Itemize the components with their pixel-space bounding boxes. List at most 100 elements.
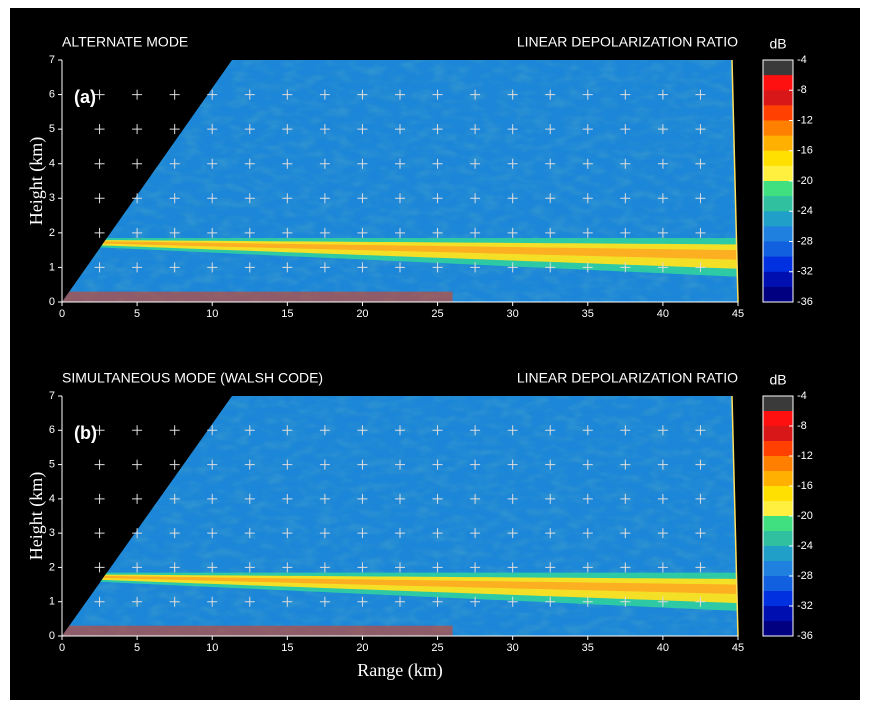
colorbar-tick-label: -28 bbox=[797, 235, 813, 247]
grid-cross bbox=[94, 528, 105, 539]
grid-cross bbox=[695, 89, 706, 100]
grid-cross bbox=[357, 227, 368, 238]
grid-cross bbox=[207, 227, 218, 238]
x-tick-label: 5 bbox=[134, 642, 140, 654]
grid-cross bbox=[319, 227, 330, 238]
grid-cross bbox=[94, 158, 105, 169]
grid-cross bbox=[395, 124, 405, 135]
grid-cross bbox=[282, 89, 293, 100]
grid-cross bbox=[695, 493, 706, 504]
grid-cross bbox=[432, 562, 443, 573]
grid-cross bbox=[319, 158, 330, 169]
colorbar-swatch bbox=[763, 90, 793, 106]
colorbar-swatch bbox=[763, 576, 793, 592]
grid-cross bbox=[432, 158, 443, 169]
grid-cross bbox=[207, 493, 218, 504]
colorbar-swatch bbox=[763, 181, 793, 197]
colorbar-swatch bbox=[763, 606, 793, 622]
grid-cross bbox=[94, 227, 105, 238]
grid-cross bbox=[395, 459, 405, 470]
grid-cross bbox=[695, 227, 706, 238]
y-tick-label: 4 bbox=[49, 493, 55, 505]
grid-cross bbox=[244, 425, 255, 436]
grid-cross bbox=[657, 158, 668, 169]
y-tick-label: 0 bbox=[49, 630, 55, 642]
colorbar-tick-label: -32 bbox=[797, 600, 813, 612]
colorbar-swatch bbox=[763, 75, 793, 91]
grid-cross bbox=[545, 158, 556, 169]
colorbar-swatch bbox=[763, 196, 793, 212]
x-tick-label: 25 bbox=[431, 642, 443, 654]
grid-cross bbox=[432, 493, 443, 504]
grid-cross bbox=[244, 193, 255, 204]
grid-cross bbox=[620, 124, 631, 135]
grid-cross bbox=[620, 262, 631, 273]
colorbar-swatch bbox=[763, 135, 793, 152]
grid-cross bbox=[432, 596, 443, 607]
grid-cross bbox=[470, 227, 481, 238]
grid-cross bbox=[507, 425, 518, 436]
colorbar-swatch bbox=[763, 105, 793, 121]
grid-cross bbox=[207, 193, 218, 204]
grid-cross bbox=[244, 89, 255, 100]
y-axis-label: Height (km) bbox=[26, 137, 47, 225]
grid-cross bbox=[207, 528, 218, 539]
grid-cross bbox=[507, 596, 518, 607]
grid-cross bbox=[132, 158, 143, 169]
colorbar-swatch bbox=[763, 286, 793, 303]
grid-cross bbox=[695, 562, 706, 573]
grid-cross bbox=[94, 89, 105, 100]
grid-cross bbox=[545, 562, 556, 573]
grid-cross bbox=[395, 227, 405, 238]
grid-cross bbox=[169, 193, 180, 204]
grid-cross bbox=[357, 124, 368, 135]
grid-cross bbox=[169, 89, 180, 100]
x-tick-label: 40 bbox=[657, 308, 669, 320]
grid-cross bbox=[507, 562, 518, 573]
grid-cross bbox=[582, 227, 593, 238]
grid-cross bbox=[582, 596, 593, 607]
grid-cross bbox=[432, 193, 443, 204]
grid-cross bbox=[470, 89, 481, 100]
y-tick-label: 2 bbox=[49, 227, 55, 239]
y-tick-label: 7 bbox=[49, 54, 55, 66]
grid-cross bbox=[94, 459, 105, 470]
colorbar-tick-label: -12 bbox=[797, 450, 813, 462]
grid-cross bbox=[94, 425, 105, 436]
grid-cross bbox=[94, 493, 105, 504]
grid-cross bbox=[282, 528, 293, 539]
grid-cross bbox=[507, 124, 518, 135]
grid-cross bbox=[695, 124, 706, 135]
grid-cross bbox=[620, 227, 631, 238]
grid-cross bbox=[432, 124, 443, 135]
colorbar-swatch bbox=[763, 516, 793, 532]
grid-cross bbox=[582, 124, 593, 135]
grid-cross bbox=[582, 158, 593, 169]
grid-cross bbox=[282, 596, 293, 607]
grid-cross bbox=[470, 158, 481, 169]
grid-cross bbox=[657, 562, 668, 573]
grid-cross bbox=[319, 528, 330, 539]
colorbar-swatch bbox=[763, 150, 793, 167]
grid-cross bbox=[507, 459, 518, 470]
grid-cross bbox=[207, 459, 218, 470]
grid-cross bbox=[657, 89, 668, 100]
colorbar-swatch bbox=[763, 441, 793, 457]
colorbar-swatch bbox=[763, 561, 793, 577]
grid-cross bbox=[244, 262, 255, 273]
grid-cross bbox=[169, 528, 180, 539]
y-tick-label: 1 bbox=[49, 261, 55, 273]
grid-cross bbox=[432, 459, 443, 470]
grid-cross bbox=[470, 459, 481, 470]
grid-cross bbox=[132, 562, 143, 573]
colorbar-swatch bbox=[763, 531, 793, 547]
colorbar-tick-label: -16 bbox=[797, 145, 813, 157]
grid-cross bbox=[395, 562, 405, 573]
y-tick-label: 0 bbox=[49, 296, 55, 308]
grid-cross bbox=[169, 158, 180, 169]
x-tick-label: 45 bbox=[732, 642, 744, 654]
grid-cross bbox=[507, 158, 518, 169]
grid-cross bbox=[357, 262, 368, 273]
grid-cross bbox=[94, 596, 105, 607]
